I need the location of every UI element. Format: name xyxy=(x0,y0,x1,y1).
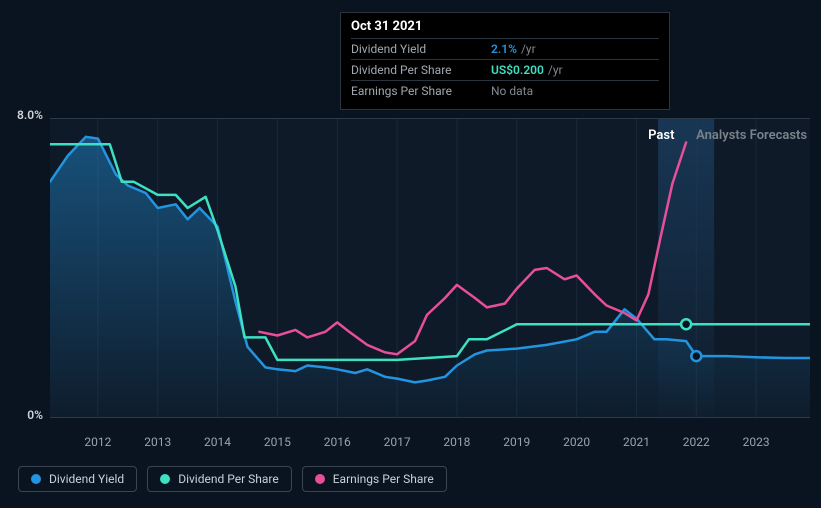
x-axis-labels: 2012 2013 2014 2015 2016 2017 2018 2019 2020 2021… xyxy=(50,435,810,455)
y-axis-max: 8.0% xyxy=(17,108,43,122)
legend-item[interactable]: Dividend Yield xyxy=(18,466,137,492)
tooltip-metric-label: Dividend Yield xyxy=(351,42,491,56)
x-axis-label: 2019 xyxy=(503,435,530,449)
legend-item[interactable]: Dividend Per Share xyxy=(147,466,292,492)
chart-legend: Dividend Yield Dividend Per Share Earnings… xyxy=(18,466,447,492)
legend-item[interactable]: Earnings Per Share xyxy=(302,466,447,492)
tooltip-metric-suffix: /yr xyxy=(521,42,536,56)
legend-dot-icon xyxy=(31,474,41,484)
tooltip-metric-label: Earnings Per Share xyxy=(351,84,491,98)
x-axis-label: 2013 xyxy=(144,435,171,449)
tooltip-no-data: No data xyxy=(491,84,533,98)
x-axis-label: 2016 xyxy=(324,435,351,449)
legend-dot-icon xyxy=(315,474,325,484)
past-region-label: Past xyxy=(648,128,674,143)
tooltip-date: Oct 31 2021 xyxy=(351,19,659,38)
chart-tooltip: Oct 31 2021 Dividend Yield2.1%/yrDividen… xyxy=(340,12,670,110)
legend-label: Dividend Yield xyxy=(49,472,124,486)
line-chart[interactable] xyxy=(50,118,810,418)
tooltip-metric-suffix: /yr xyxy=(548,63,563,77)
forecast-region-label: Analysts Forecasts xyxy=(696,128,807,143)
x-axis-label: 2021 xyxy=(623,435,650,449)
x-axis-label: 2022 xyxy=(683,435,710,449)
x-axis-label: 2020 xyxy=(563,435,590,449)
tooltip-metric-value: US$0.200 xyxy=(491,63,544,77)
legend-label: Dividend Per Share xyxy=(178,472,279,486)
x-axis-label: 2012 xyxy=(84,435,111,449)
tooltip-metric-label: Dividend Per Share xyxy=(351,63,491,77)
tooltip-row: Dividend Per ShareUS$0.200/yr xyxy=(351,59,659,80)
x-axis-label: 2018 xyxy=(443,435,470,449)
x-axis-label: 2017 xyxy=(384,435,411,449)
x-axis-label: 2014 xyxy=(204,435,231,449)
tooltip-metric-value: 2.1% xyxy=(491,42,517,56)
x-axis-label: 2023 xyxy=(743,435,770,449)
legend-label: Earnings Per Share xyxy=(333,472,434,486)
tooltip-row: Dividend Yield2.1% /yr xyxy=(351,38,659,59)
x-axis-label: 2015 xyxy=(264,435,291,449)
y-axis-min: 0% xyxy=(27,408,43,422)
tooltip-row: Earnings Per ShareNo data xyxy=(351,80,659,101)
legend-dot-icon xyxy=(160,474,170,484)
